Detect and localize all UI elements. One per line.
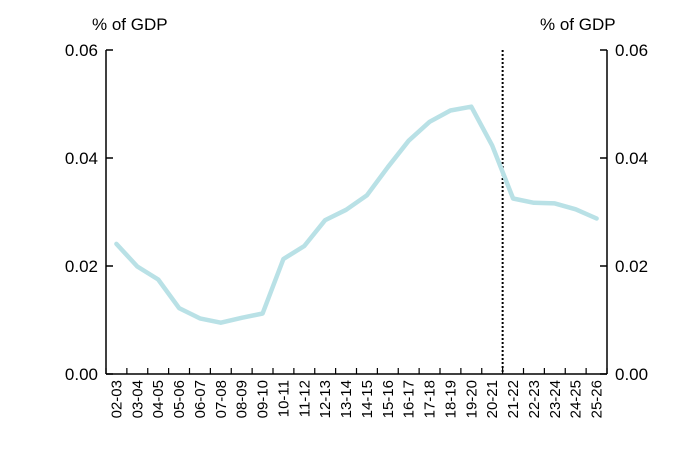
x-tick-label: 23-24	[547, 380, 564, 418]
right-tick-label: 0.00	[615, 365, 648, 384]
right-y-axis: 0.00 0.02 0.04 0.06	[600, 41, 648, 384]
right-tick-label: 0.04	[615, 149, 648, 168]
right-axis-unit: % of GDP	[540, 15, 616, 34]
left-y-axis: 0.00 0.02 0.04 0.06	[65, 41, 113, 384]
x-tick-label: 03-04	[129, 380, 146, 418]
x-tick-label: 19-20	[463, 380, 480, 418]
x-tick-label: 06-07	[192, 380, 209, 418]
x-tick-label: 09-10	[255, 380, 272, 418]
x-tick-label: 24-25	[568, 380, 585, 418]
x-axis: 02-03 03-04 04-05 05-06 06-07 07-08 08-09 09-10…	[105, 368, 608, 418]
x-tick-label: 21-22	[505, 380, 522, 418]
x-tick-label: 15-16	[380, 380, 397, 418]
x-tick-label: 17-18	[422, 380, 439, 418]
x-tick-label: 12-13	[317, 380, 334, 418]
series-line	[114, 104, 599, 325]
right-tick-label: 0.06	[615, 41, 648, 60]
left-tick-label: 0.00	[65, 365, 98, 384]
x-tick-label: 04-05	[150, 380, 167, 418]
left-tick-label: 0.06	[65, 41, 98, 60]
x-tick-label: 02-03	[108, 380, 125, 418]
x-tick-label: 13-14	[338, 380, 355, 418]
x-tick-label: 20-21	[484, 380, 501, 418]
left-axis-unit: % of GDP	[92, 15, 168, 34]
x-tick-label: 05-06	[171, 380, 188, 418]
x-tick-label: 25-26	[589, 380, 606, 418]
x-tick-label: 08-09	[234, 380, 251, 418]
x-tick-label: 11-12	[296, 380, 313, 417]
right-tick-label: 0.02	[615, 257, 648, 276]
left-tick-label: 0.04	[65, 149, 98, 168]
x-tick-label: 16-17	[401, 380, 418, 418]
series-layer	[114, 104, 599, 325]
x-tick-label: 18-19	[442, 380, 459, 418]
x-tick-label: 07-08	[213, 380, 230, 418]
left-tick-label: 0.02	[65, 257, 98, 276]
x-tick-label: 10-11	[275, 380, 292, 417]
x-tick-label: 14-15	[359, 380, 376, 418]
x-tick-label: 22-23	[526, 380, 543, 418]
